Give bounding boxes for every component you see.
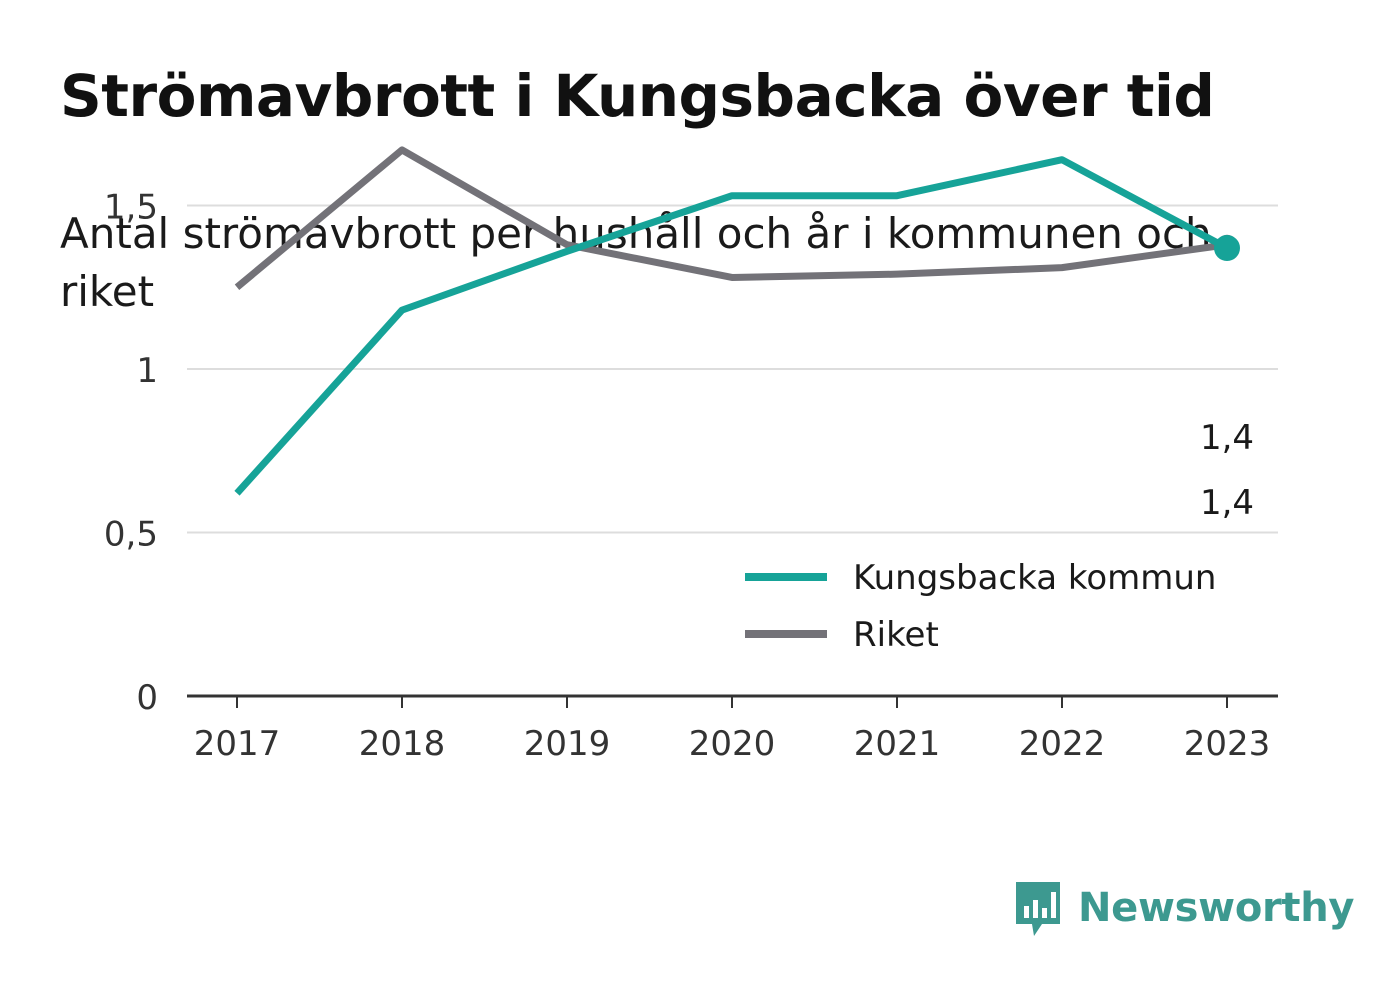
bar-chart-speech-bubble-icon [1016, 882, 1060, 936]
x-tick-label: 2018 [359, 724, 446, 764]
data-labels: 1,4 1,4 [1197, 415, 1257, 526]
gridlines: 0 0,5 1 1,5 [104, 188, 1278, 718]
legend-label: Riket [853, 615, 939, 655]
legend-label: Kungsbacka kommun [853, 558, 1216, 598]
legend-background [732, 545, 1252, 663]
newsworthy-logo: Newsworthy [1012, 876, 1355, 940]
x-tick-label: 2023 [1184, 724, 1271, 764]
y-tick-label: 1 [136, 351, 158, 391]
data-label-kungsbacka: 1,4 [1200, 483, 1254, 523]
series-line-kungsbacka [234, 156, 1229, 496]
chart-subtitle: Antal strömavbrott per hushåll och år i … [60, 209, 1212, 316]
x-tick-label: 2020 [689, 724, 776, 764]
y-tick-label: 0,5 [104, 515, 158, 555]
x-tick-label: 2017 [194, 724, 281, 764]
x-tick-label: 2021 [854, 724, 941, 764]
data-label-riket: 1,4 [1200, 418, 1254, 458]
x-tick-label: 2022 [1019, 724, 1106, 764]
end-point-marker [1214, 235, 1240, 262]
brand-name: Newsworthy [1078, 885, 1355, 931]
x-tick-label: 2019 [524, 724, 611, 764]
series-lines [234, 146, 1240, 496]
y-tick-label: 1,5 [104, 188, 158, 228]
x-axis: 2017 2018 2019 2020 2021 2022 2023 [187, 694, 1278, 764]
chart-title: Strömavbrott i Kungsbacka över tid [60, 62, 1215, 130]
legend: Kungsbacka kommun Riket [732, 545, 1252, 663]
series-line-riket [234, 146, 1228, 290]
y-tick-label: 0 [136, 678, 158, 718]
